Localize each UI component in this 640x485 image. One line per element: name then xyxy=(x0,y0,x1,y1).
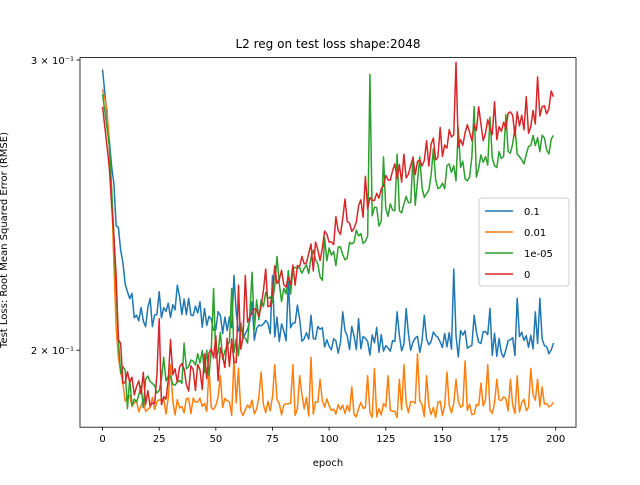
series-line-1 xyxy=(101,89,555,419)
x-tick-label: 200 xyxy=(546,434,565,445)
x-tick-label: 75 xyxy=(266,434,279,445)
legend-label: 0 xyxy=(524,270,530,281)
legend: 0.1 0.01 1e-05 0 xyxy=(478,197,570,287)
legend-label: 1e-05 xyxy=(524,249,553,260)
series-layer xyxy=(101,61,555,419)
x-tick-label: 125 xyxy=(376,434,395,445)
legend-box xyxy=(478,197,570,287)
x-axis-label: epoch xyxy=(313,458,343,469)
x-tick-label: 100 xyxy=(320,434,339,445)
y-tick-label: 2 × 10⁻¹ xyxy=(31,346,74,357)
chart-title: L2 reg on test loss shape:2048 xyxy=(235,37,420,51)
series-line-0 xyxy=(101,69,555,358)
legend-label: 0.01 xyxy=(524,228,546,239)
y-axis-label: Test Loss: Root Mean Squared Error (RMSE… xyxy=(0,132,10,349)
x-tick-label: 150 xyxy=(433,434,452,445)
series-line-3 xyxy=(101,61,555,407)
x-tick-label: 50 xyxy=(209,434,222,445)
x-tick-label: 25 xyxy=(153,434,166,445)
legend-label: 0.1 xyxy=(524,207,540,218)
x-tick-label: 175 xyxy=(490,434,509,445)
x-axis-ticks: 0 25 50 75 100 125 150 175 200 xyxy=(99,427,565,445)
axes-frame xyxy=(79,57,577,428)
y-axis-ticks: 2 × 10⁻¹ 3 × 10⁻¹ xyxy=(31,56,80,357)
x-tick-label: 0 xyxy=(99,434,105,445)
y-tick-label: 3 × 10⁻¹ xyxy=(31,56,74,67)
